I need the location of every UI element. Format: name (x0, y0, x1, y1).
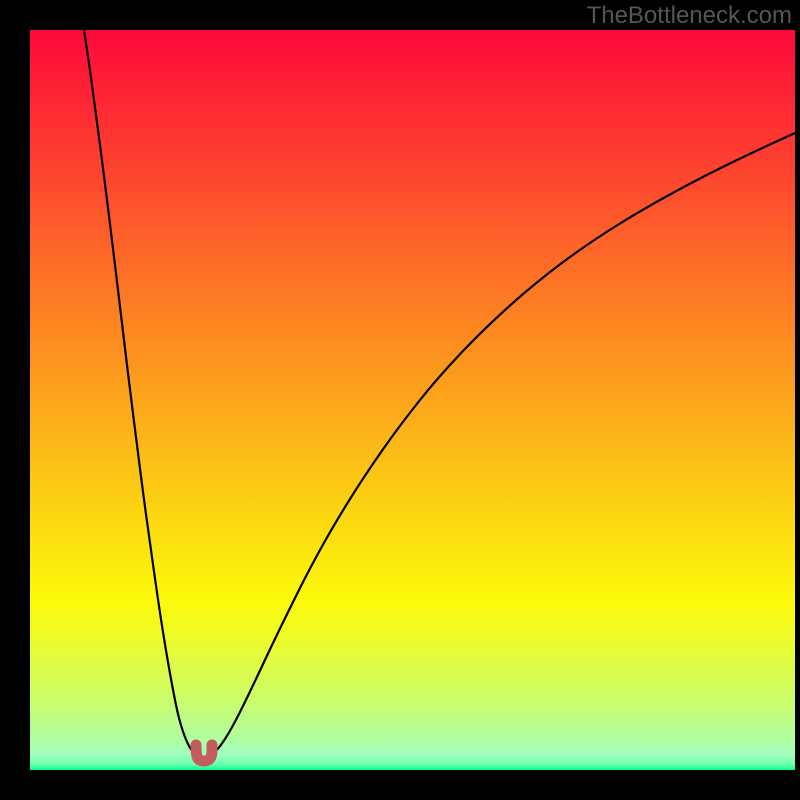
bottleneck-chart (30, 30, 795, 770)
watermark-text: TheBottleneck.com (587, 2, 792, 30)
plot-area (30, 30, 795, 770)
gradient-background (30, 30, 795, 770)
